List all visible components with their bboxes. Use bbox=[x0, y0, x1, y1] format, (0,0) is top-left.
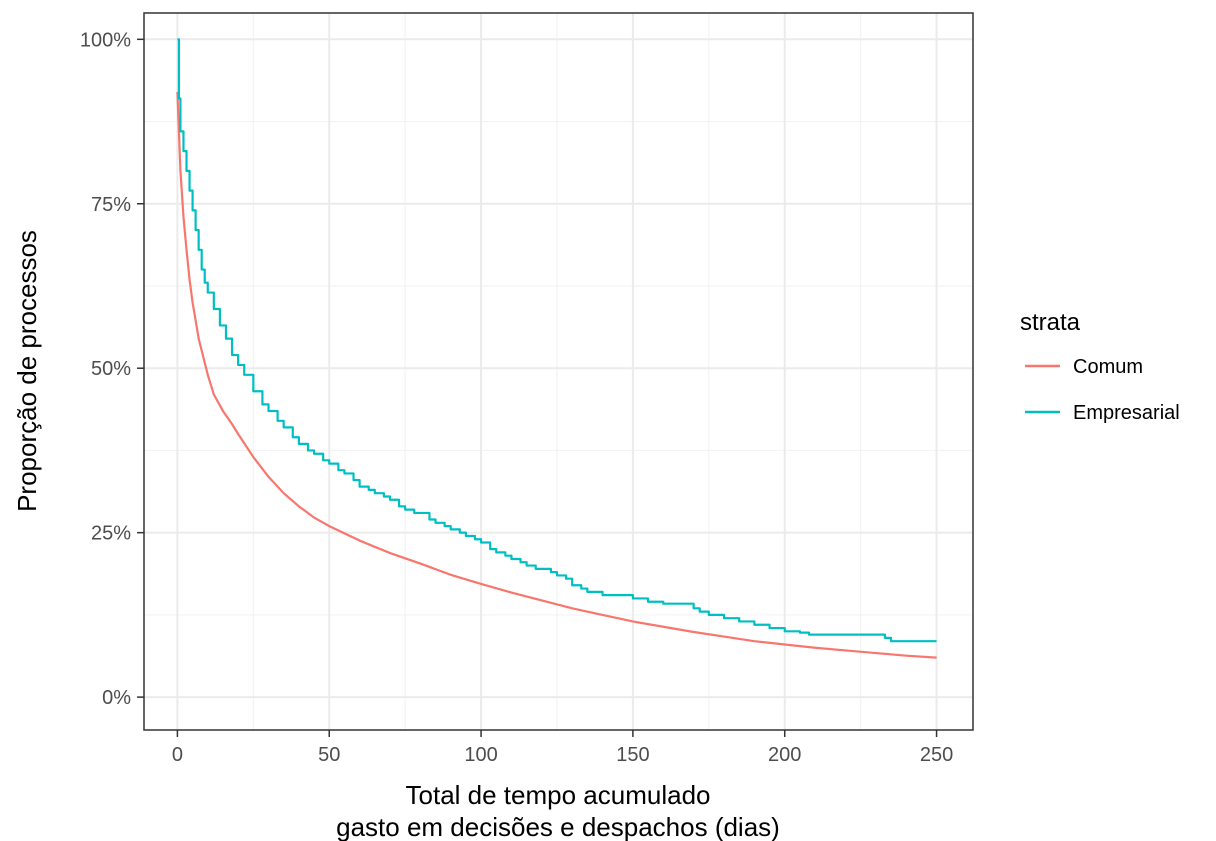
y-tick-label: 0% bbox=[102, 687, 131, 709]
x-tick-label: 100 bbox=[464, 744, 497, 766]
x-tick-label: 250 bbox=[920, 744, 953, 766]
legend: strata Comum Empresarial bbox=[1020, 309, 1180, 424]
y-tick-label: 25% bbox=[91, 523, 131, 545]
y-tick-label: 75% bbox=[91, 194, 131, 216]
x-tick-label: 200 bbox=[768, 744, 801, 766]
y-axis-title: Proporção de processos bbox=[12, 230, 42, 512]
x-axis: 0 50 100 150 200 250 bbox=[172, 730, 953, 766]
x-tick-label: 150 bbox=[616, 744, 649, 766]
minor-gridlines bbox=[144, 13, 973, 730]
series-lines bbox=[176, 38, 937, 659]
panel-border bbox=[143, 12, 974, 731]
x-axis-title-line-2: gasto em decisões e despachos (dias) bbox=[336, 812, 780, 841]
legend-label-empresarial: Empresarial bbox=[1073, 402, 1180, 424]
y-axis: 0% 25% 50% 75% 100% bbox=[80, 29, 144, 709]
y-tick-label: 100% bbox=[80, 29, 131, 51]
y-tick-label: 50% bbox=[91, 358, 131, 380]
legend-label-comum: Comum bbox=[1073, 356, 1143, 378]
x-tick-label: 50 bbox=[318, 744, 340, 766]
x-tick-label: 0 bbox=[172, 744, 183, 766]
series-line-empresarial bbox=[177, 38, 937, 643]
series-line-comum bbox=[176, 91, 937, 659]
panel-background bbox=[144, 13, 973, 730]
legend-title: strata bbox=[1020, 309, 1081, 336]
x-axis-title-line-1: Total de tempo acumulado bbox=[406, 780, 711, 810]
major-gridlines bbox=[144, 13, 973, 730]
